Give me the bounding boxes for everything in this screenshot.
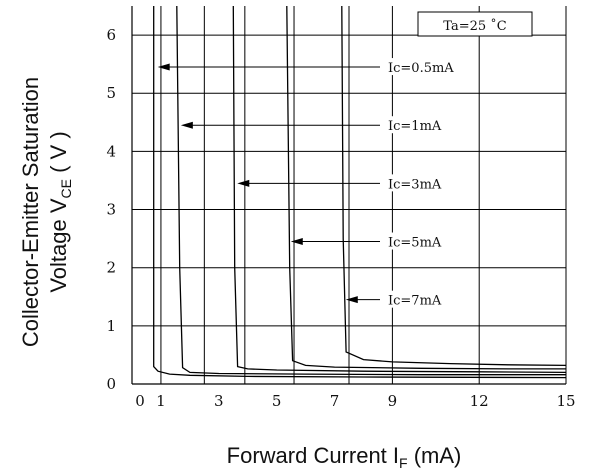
x-tick-labels: 0 1 3 5 7 9 12 15	[135, 392, 575, 410]
x-tick-label: 3	[214, 392, 224, 410]
x-tick-label: 5	[272, 392, 282, 410]
y-tick-label: 6	[106, 26, 116, 44]
annotation-label: Ic=3mA	[388, 177, 442, 192]
curves	[153, 5, 567, 379]
annotation-label-bg	[384, 58, 470, 76]
series-curve	[232, 5, 567, 374]
y-tick-label: 4	[106, 142, 116, 160]
y-axis-title-line2-main: Voltage V	[46, 198, 71, 293]
series-curve	[341, 5, 567, 367]
series-curve	[153, 6, 567, 379]
grid	[131, 6, 567, 385]
y-tick-label: 1	[106, 317, 116, 335]
annotation-label: Ic=7mA	[388, 294, 442, 309]
y-tick-label: 0	[106, 375, 116, 393]
annotation-arrowhead	[290, 238, 303, 246]
annotation-label-bg	[384, 290, 470, 308]
y-axis-title-line2: Voltage VCE ( V )	[46, 131, 74, 292]
series-curve	[176, 5, 566, 376]
y-axis-title-sub: CE	[58, 179, 74, 198]
y-tick-label: 5	[106, 84, 116, 102]
annotation-label: Ic=5mA	[388, 236, 442, 251]
x-tick-label: 0	[135, 392, 145, 410]
annotation-arrowhead	[157, 63, 170, 71]
x-axis-title-unit: (mA)	[408, 443, 462, 468]
x-tick-label: 9	[388, 392, 398, 410]
curve-annotations: Ic=0.5mA Ic=1mA Ic=3mA Ic=5mA Ic=7mA	[157, 58, 470, 309]
x-axis-title-sub: F	[399, 455, 408, 471]
x-tick-label: 1	[156, 392, 166, 410]
annotation-label-bg	[384, 116, 470, 134]
condition-box	[417, 11, 533, 37]
y-axis-title-unit: ( V )	[46, 131, 71, 179]
annotation-arrowhead	[345, 296, 358, 304]
annotation-label-bg	[384, 232, 470, 250]
y-tick-label: 3	[106, 201, 116, 219]
x-tick-label: 12	[470, 392, 489, 410]
x-axis-title-main: Forward Current I	[227, 443, 399, 468]
y-axis-title-line1: Collector-Emitter Saturation	[18, 77, 43, 347]
y-tick-labels: 0 1 2 3 4 5 6	[106, 26, 116, 393]
y-axis-title: Collector-Emitter Saturation Voltage VCE…	[18, 77, 74, 347]
x-tick-label: 15	[556, 392, 575, 410]
y-tick-label: 2	[106, 259, 116, 277]
annotation-arrowhead	[237, 179, 250, 187]
x-axis-title: Forward Current IF (mA)	[227, 443, 462, 471]
series-curve	[286, 5, 566, 370]
condition-label: Ta=25 ˚C	[443, 18, 506, 34]
annotation-arrowhead	[180, 121, 193, 129]
annotation-label-bg	[384, 174, 470, 192]
x-tick-label: 7	[330, 392, 340, 410]
annotation-label: Ic=1mA	[388, 119, 442, 134]
annotation-label: Ic=0.5mA	[388, 61, 454, 76]
